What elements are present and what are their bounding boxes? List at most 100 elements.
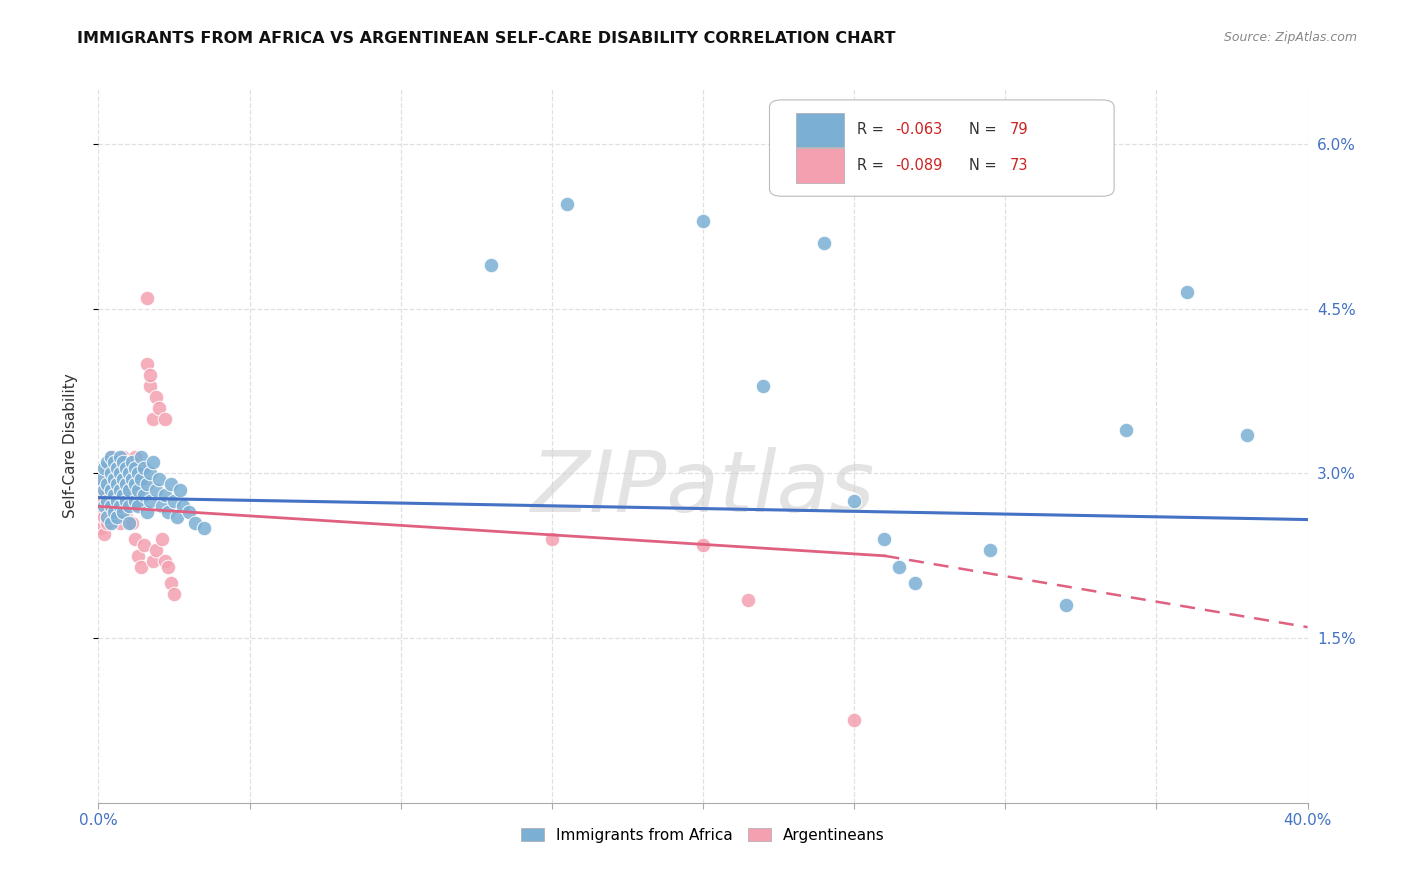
Point bbox=[121, 516, 143, 530]
Point bbox=[844, 714, 866, 728]
Point bbox=[103, 455, 125, 469]
Point bbox=[96, 516, 118, 530]
Point bbox=[132, 488, 155, 502]
Point bbox=[129, 477, 152, 491]
Point bbox=[108, 483, 131, 497]
Point bbox=[103, 488, 125, 502]
Point bbox=[121, 500, 143, 514]
Point bbox=[108, 483, 131, 497]
Point bbox=[90, 521, 112, 535]
Point bbox=[121, 472, 143, 486]
Point bbox=[179, 505, 201, 519]
Point bbox=[111, 505, 134, 519]
Point bbox=[145, 543, 167, 558]
Point bbox=[114, 494, 136, 508]
Point bbox=[135, 291, 157, 305]
Point bbox=[127, 494, 149, 508]
Point bbox=[153, 411, 176, 425]
Point bbox=[100, 450, 122, 464]
Point bbox=[114, 510, 136, 524]
Point bbox=[108, 500, 131, 514]
Point bbox=[129, 559, 152, 574]
Text: ZIPatlas: ZIPatlas bbox=[531, 447, 875, 531]
Point bbox=[150, 533, 173, 547]
Point bbox=[184, 516, 207, 530]
Point bbox=[108, 500, 131, 514]
Point bbox=[96, 461, 118, 475]
Point bbox=[90, 488, 112, 502]
Point bbox=[127, 483, 149, 497]
Point bbox=[481, 258, 503, 272]
Point bbox=[96, 455, 118, 469]
Point bbox=[100, 516, 122, 530]
Point bbox=[139, 494, 162, 508]
Point bbox=[979, 543, 1001, 558]
Point bbox=[100, 472, 122, 486]
Point bbox=[100, 483, 122, 497]
Point bbox=[172, 500, 194, 514]
Point bbox=[93, 494, 115, 508]
Point bbox=[129, 461, 152, 475]
Text: IMMIGRANTS FROM AFRICA VS ARGENTINEAN SELF-CARE DISABILITY CORRELATION CHART: IMMIGRANTS FROM AFRICA VS ARGENTINEAN SE… bbox=[77, 31, 896, 46]
Point bbox=[156, 559, 179, 574]
Point bbox=[127, 549, 149, 563]
Point bbox=[124, 533, 146, 547]
Point bbox=[118, 516, 141, 530]
Point bbox=[139, 368, 162, 382]
Point bbox=[132, 538, 155, 552]
Point bbox=[103, 461, 125, 475]
Point bbox=[139, 467, 162, 481]
Point bbox=[111, 500, 134, 514]
Point bbox=[153, 488, 176, 502]
Point bbox=[111, 455, 134, 469]
Point bbox=[142, 554, 165, 568]
Point bbox=[100, 488, 122, 502]
Point bbox=[127, 500, 149, 514]
Point bbox=[124, 494, 146, 508]
Point bbox=[96, 483, 118, 497]
Point bbox=[103, 494, 125, 508]
Point bbox=[692, 538, 714, 552]
Point bbox=[148, 472, 170, 486]
Point bbox=[108, 516, 131, 530]
Point bbox=[118, 455, 141, 469]
Point bbox=[105, 472, 128, 486]
Point bbox=[124, 461, 146, 475]
Point bbox=[93, 500, 115, 514]
Point bbox=[160, 576, 183, 591]
Point bbox=[111, 467, 134, 481]
Point bbox=[114, 494, 136, 508]
Point bbox=[121, 467, 143, 481]
Point bbox=[111, 488, 134, 502]
Point bbox=[135, 505, 157, 519]
Point bbox=[169, 483, 191, 497]
Point bbox=[108, 467, 131, 481]
Text: -0.089: -0.089 bbox=[896, 158, 942, 173]
Point bbox=[148, 401, 170, 415]
Point bbox=[145, 483, 167, 497]
Point bbox=[142, 411, 165, 425]
Point bbox=[150, 500, 173, 514]
Point bbox=[114, 461, 136, 475]
Point bbox=[121, 455, 143, 469]
Point bbox=[129, 472, 152, 486]
Point bbox=[100, 450, 122, 464]
Point bbox=[127, 467, 149, 481]
Point bbox=[103, 505, 125, 519]
Text: R =: R = bbox=[856, 122, 889, 137]
Point bbox=[96, 500, 118, 514]
Point bbox=[114, 477, 136, 491]
Point bbox=[873, 533, 896, 547]
Point bbox=[118, 472, 141, 486]
Text: N =: N = bbox=[969, 122, 1001, 137]
Point bbox=[166, 510, 188, 524]
Point bbox=[100, 500, 122, 514]
Text: R =: R = bbox=[856, 158, 889, 173]
Point bbox=[132, 472, 155, 486]
Point bbox=[555, 197, 578, 211]
Point bbox=[124, 477, 146, 491]
Point bbox=[692, 214, 714, 228]
Text: -0.063: -0.063 bbox=[896, 122, 942, 137]
Point bbox=[135, 477, 157, 491]
FancyBboxPatch shape bbox=[769, 100, 1114, 196]
